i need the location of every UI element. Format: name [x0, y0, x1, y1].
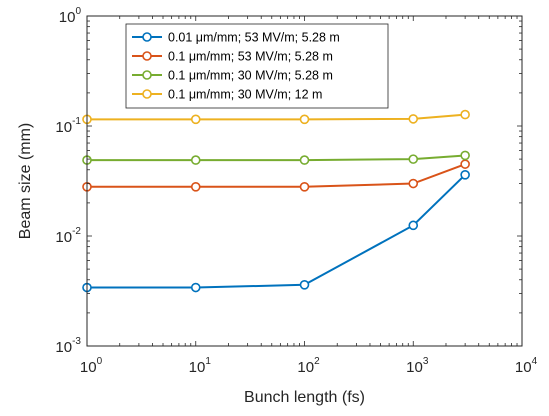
axes-layer: [86, 15, 523, 347]
data-point: [460, 150, 470, 161]
y-tick-label: 10-2: [55, 226, 81, 246]
data-point: [299, 155, 310, 165]
series-4: [82, 109, 470, 125]
y-axis-label: Beam size (mm): [17, 123, 34, 239]
legend-label: 0.1 μm/mm; 53 MV/m; 5.28 m: [168, 50, 333, 64]
data-point: [460, 159, 470, 169]
legend-label: 0.1 μm/mm; 30 MV/m; 5.28 m: [168, 69, 333, 83]
data-point: [190, 114, 201, 125]
tick-labels: 100 101 102 103 104 10-3 10-2 10-1 100: [55, 6, 537, 376]
y-tick-label: 10-3: [55, 336, 81, 356]
legend-box: [125, 23, 389, 109]
legend-swatch-marker: [142, 89, 152, 99]
y-tick-label: 10-1: [55, 116, 81, 136]
x-tick-label: 100: [80, 356, 103, 376]
legend-item: 0.1 μm/mm; 30 MV/m; 12 m: [132, 88, 322, 102]
x-tick-label: 103: [406, 356, 429, 376]
data-point: [299, 182, 310, 192]
x-tick-label: 104: [515, 356, 538, 376]
x-axis-label: Bunch length (fs): [244, 389, 365, 406]
legend-label: 0.1 μm/mm; 30 MV/m; 12 m: [168, 88, 322, 102]
legend-swatch-marker: [142, 70, 152, 80]
data-point: [408, 114, 419, 124]
data-point: [460, 170, 470, 180]
legend-item: 0.01 μm/mm; 53 MV/m; 5.28 m: [132, 31, 340, 45]
legend-label: 0.01 μm/mm; 53 MV/m; 5.28 m: [168, 31, 340, 45]
legend-item: 0.1 μm/mm; 53 MV/m; 5.28 m: [132, 50, 333, 64]
data-point: [190, 155, 201, 165]
legend: 0.01 μm/mm; 53 MV/m; 5.28 m 0.1 μm/mm; 53…: [125, 23, 389, 109]
data-point: [408, 178, 419, 189]
x-tick-label: 102: [297, 356, 320, 376]
y-tick-label: 100: [59, 6, 82, 26]
data-point: [190, 182, 201, 192]
data-point: [460, 109, 470, 120]
legend-item: 0.1 μm/mm; 30 MV/m; 5.28 m: [132, 69, 333, 83]
series-1: [82, 170, 470, 293]
x-tick-label: 101: [189, 356, 212, 376]
data-point: [408, 220, 419, 231]
data-point: [299, 114, 310, 125]
legend-swatch-marker: [142, 32, 152, 42]
legend-swatch-marker: [142, 51, 152, 61]
data-point: [190, 282, 201, 293]
data-point: [408, 154, 419, 164]
data-point: [299, 280, 310, 290]
